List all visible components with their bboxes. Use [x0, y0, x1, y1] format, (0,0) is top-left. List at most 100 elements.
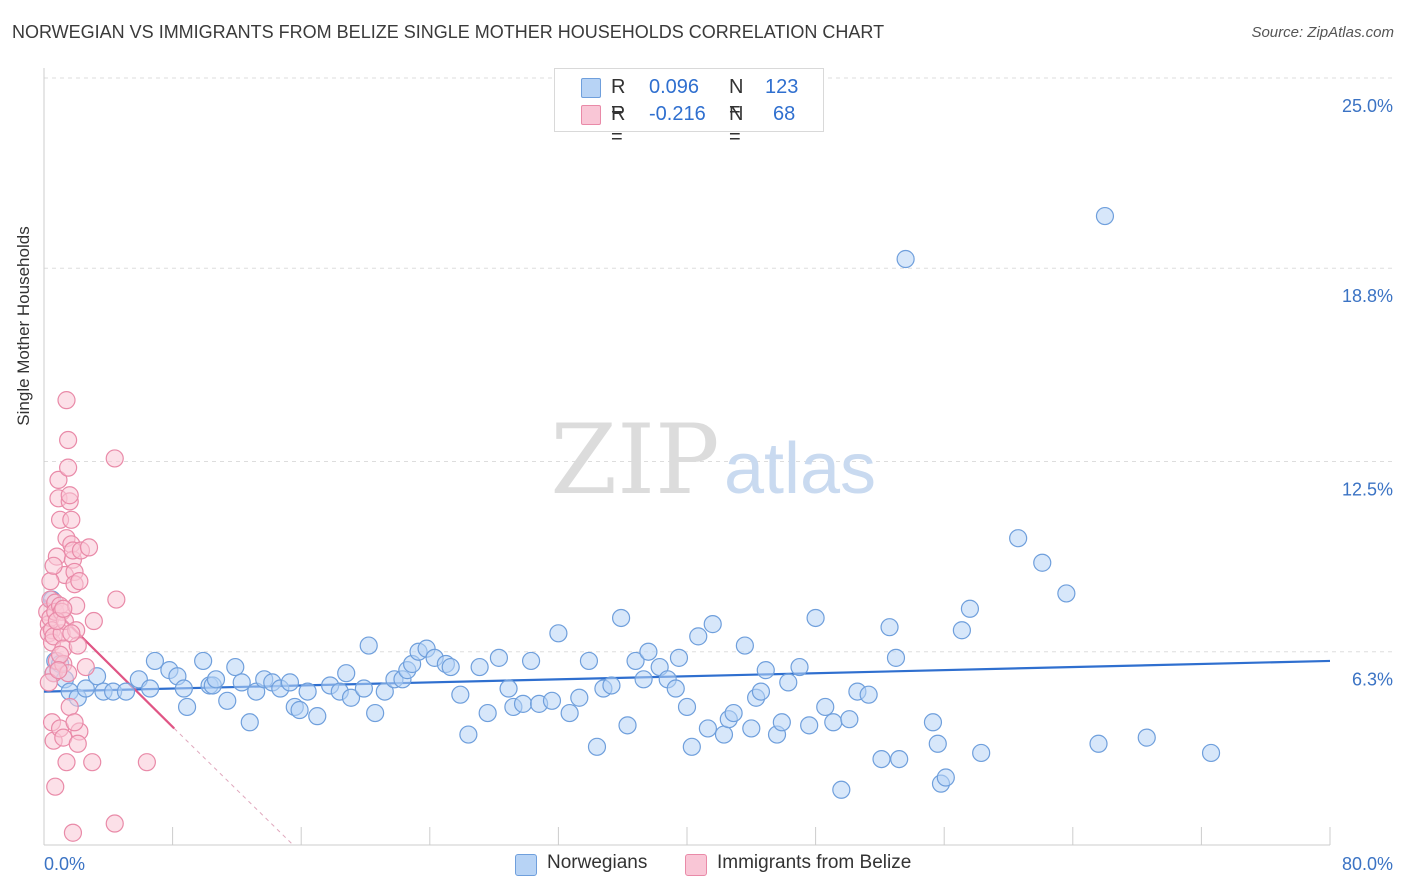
- data-point-norwegians: [923, 713, 943, 732]
- data-point-norwegians: [928, 734, 947, 753]
- data-point-norwegians: [76, 679, 95, 698]
- data-point-norwegians: [177, 697, 197, 717]
- legend-swatch-norwegians: [581, 78, 601, 98]
- legend-n-label: N =: [729, 76, 744, 121]
- x-tick-label: 0.0%: [44, 854, 85, 874]
- data-point-norwegians: [689, 627, 708, 646]
- data-point-belize: [84, 611, 103, 631]
- data-point-norwegians: [703, 615, 722, 634]
- y-tick-label: 6.3%: [1352, 670, 1393, 690]
- data-point-belize: [49, 470, 68, 490]
- data-point-norwegians: [790, 657, 809, 677]
- data-point-belize: [63, 823, 83, 842]
- data-point-belize: [105, 449, 124, 468]
- legend-label-norwegians: Norwegians: [547, 852, 648, 873]
- data-point-belize: [83, 753, 102, 772]
- data-point-norwegians: [751, 682, 771, 701]
- trend-line-extension: [173, 728, 294, 846]
- data-point-norwegians: [952, 621, 971, 640]
- data-point-norwegians: [634, 670, 653, 689]
- data-point-norwegians: [587, 737, 607, 756]
- stats-legend: R = 0.096 N = 123 R = -0.216 N = 68: [554, 68, 824, 148]
- legend-n-label: N =: [729, 103, 744, 148]
- data-point-norwegians: [714, 725, 734, 744]
- data-point-norwegians: [724, 703, 743, 723]
- data-point-norwegians: [521, 651, 541, 671]
- source-label: Source: ZipAtlas.com: [1251, 24, 1394, 41]
- data-point-norwegians: [1089, 734, 1108, 753]
- legend-r-value: -0.216: [649, 103, 706, 125]
- legend-r-label: R =: [611, 103, 626, 148]
- data-point-norwegians: [886, 648, 906, 667]
- data-point-norwegians: [366, 703, 385, 723]
- data-point-belize: [60, 486, 79, 505]
- y-axis-title: Single Mother Households: [14, 226, 33, 426]
- data-point-belize: [41, 572, 60, 591]
- data-point-norwegians: [232, 673, 251, 692]
- legend-swatch-norwegians: [515, 854, 537, 876]
- data-point-norwegians: [1009, 529, 1028, 548]
- legend-n-value: 123: [765, 76, 799, 98]
- data-point-belize: [46, 777, 65, 796]
- data-point-belize: [54, 599, 73, 618]
- trend-lines: [43, 598, 1331, 846]
- data-point-belize: [59, 430, 78, 450]
- data-point-norwegians: [194, 651, 213, 671]
- data-point-belize: [68, 734, 87, 753]
- data-point-norwegians: [682, 737, 701, 756]
- data-point-belize: [60, 697, 79, 717]
- data-point-norwegians: [459, 725, 478, 744]
- tick-labels: 6.3% 12.5% 18.8% 25.0% 0.0% 80.0%: [44, 96, 1393, 874]
- data-point-norwegians: [218, 691, 237, 710]
- data-point-norwegians: [478, 703, 497, 723]
- data-point-belize: [105, 814, 124, 833]
- data-point-norwegians: [570, 688, 589, 707]
- data-point-norwegians: [800, 716, 819, 735]
- data-point-norwegians: [226, 657, 245, 677]
- data-point-norwegians: [579, 651, 599, 671]
- data-point-norwegians: [499, 679, 518, 698]
- data-point-norwegians: [359, 636, 378, 655]
- data-point-norwegians: [1057, 584, 1076, 603]
- data-point-norwegians: [677, 697, 697, 717]
- data-point-norwegians: [308, 707, 327, 726]
- data-point-norwegians: [626, 651, 645, 671]
- data-point-belize: [50, 645, 70, 664]
- data-point-norwegians: [1201, 743, 1221, 763]
- data-point-belize: [107, 590, 126, 609]
- data-point-norwegians: [542, 691, 562, 710]
- data-point-norwegians: [742, 719, 761, 738]
- legend-swatch-belize: [685, 854, 707, 876]
- data-point-norwegians: [451, 685, 470, 704]
- data-point-norwegians: [560, 703, 579, 723]
- data-point-norwegians: [669, 648, 689, 667]
- watermark: ZIP atlas: [550, 404, 876, 516]
- data-point-belize: [59, 458, 78, 477]
- y-tick-label: 25.0%: [1342, 96, 1393, 116]
- data-point-norwegians: [280, 673, 300, 692]
- legend-swatch-belize: [581, 105, 601, 125]
- data-point-norwegians: [174, 679, 193, 698]
- data-point-belize: [70, 572, 89, 591]
- data-point-norwegians: [772, 713, 791, 732]
- data-point-norwegians: [890, 749, 909, 769]
- data-point-norwegians: [859, 685, 878, 704]
- data-point-norwegians: [470, 657, 489, 677]
- data-point-norwegians: [1095, 206, 1115, 226]
- axes: [43, 68, 1331, 846]
- data-point-norwegians: [618, 716, 637, 735]
- data-point-belize: [65, 713, 84, 732]
- data-point-norwegians: [140, 679, 160, 698]
- data-point-belize: [44, 556, 63, 575]
- data-point-norwegians: [298, 682, 317, 701]
- watermark-zip: ZIP: [550, 404, 719, 516]
- legend-r-value: 0.096: [649, 76, 700, 98]
- data-point-norwegians: [756, 661, 775, 680]
- data-point-norwegians: [698, 719, 717, 738]
- y-tick-label: 12.5%: [1342, 480, 1393, 500]
- data-point-norwegians: [666, 679, 685, 698]
- data-point-norwegians: [972, 743, 991, 763]
- data-point-norwegians: [441, 657, 460, 677]
- x-tick-label: 80.0%: [1342, 854, 1393, 874]
